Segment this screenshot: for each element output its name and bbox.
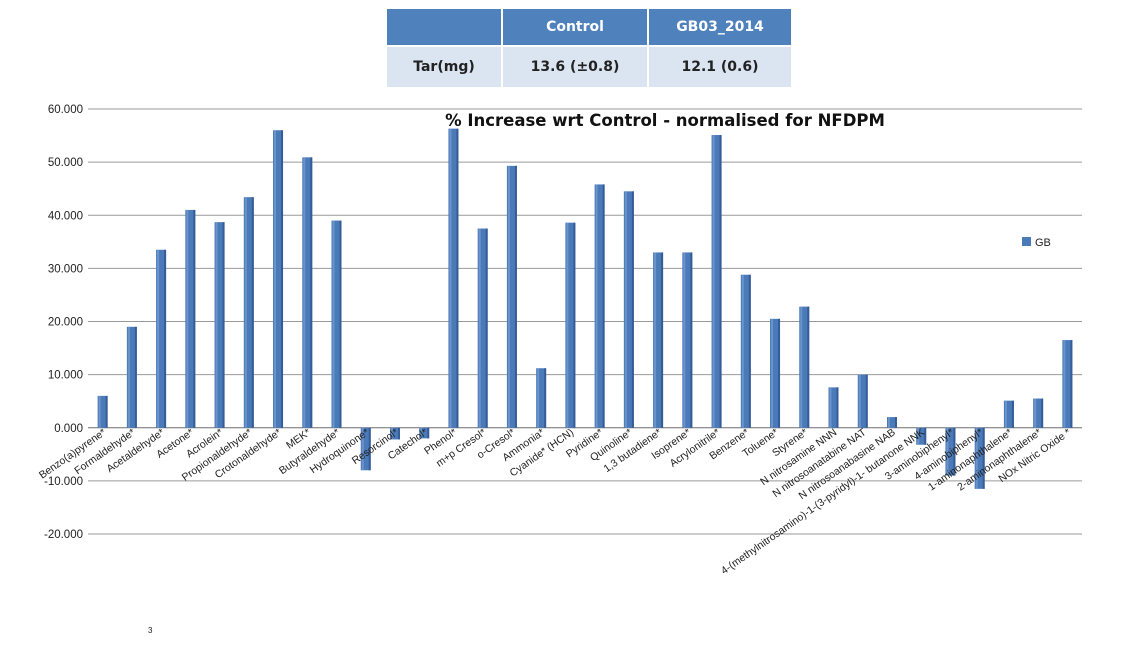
chart-bars (97, 128, 1073, 489)
y-tick-label: 20.000 (48, 317, 83, 329)
bar (682, 252, 693, 428)
bar (623, 191, 634, 428)
bar (156, 249, 167, 428)
summary-row-label: Tar(mg) (387, 46, 503, 87)
y-tick-label: -20.000 (44, 529, 83, 541)
y-tick-label: 0.000 (54, 423, 83, 435)
bar (506, 165, 517, 428)
bar (360, 427, 371, 471)
bar (1003, 400, 1014, 428)
bar (945, 427, 956, 476)
bar (419, 427, 430, 439)
y-tick-label: 60.000 (48, 104, 83, 116)
bar (711, 135, 722, 428)
bar (477, 228, 488, 428)
bar (214, 222, 225, 428)
chart-title: % Increase wrt Control - normalised for … (445, 111, 885, 130)
bar (857, 374, 868, 428)
y-tick-label: -10.000 (44, 476, 83, 488)
y-tick-labels: 60.000 50.000 40.000 30.000 20.000 10.000 0.00… (44, 104, 83, 541)
legend-swatch (1022, 237, 1031, 246)
legend-label: GB (1035, 237, 1051, 249)
bar (97, 395, 108, 428)
bar (1062, 340, 1073, 428)
bar (653, 252, 664, 428)
summary-header-control: Control (502, 9, 649, 47)
summary-header-row: Control GB03_2014 (387, 9, 793, 47)
bar (536, 368, 547, 428)
summary-control-value: 13.6 (±0.8) (502, 46, 649, 87)
y-tick-label: 40.000 (48, 210, 83, 222)
summary-data-row: Tar(mg) 13.6 (±0.8) 12.1 (0.6) (387, 46, 793, 87)
bar (916, 427, 927, 445)
bar (126, 326, 137, 428)
x-tick-labels: Benzo(a)pyrene*Formaldehyde*Acetaldehyde… (37, 426, 1073, 577)
summary-gb03-value: 12.1 (0.6) (648, 46, 793, 87)
y-tick-label: 50.000 (48, 157, 83, 169)
bar (331, 220, 342, 428)
bar (828, 387, 839, 428)
bar (886, 417, 897, 428)
y-tick-label: 30.000 (48, 263, 83, 275)
bar (799, 306, 810, 428)
summary-table: Control GB03_2014 Tar(mg) 13.6 (±0.8) 12… (387, 9, 793, 87)
bar (302, 157, 313, 428)
bar (974, 427, 985, 489)
bar (770, 318, 781, 428)
bar (594, 184, 605, 428)
footnote: 3 (148, 626, 153, 635)
bar (565, 222, 576, 428)
bar (273, 130, 284, 428)
bar (389, 427, 400, 440)
y-tick-label: 10.000 (48, 370, 83, 382)
bar (740, 274, 751, 428)
bar (448, 128, 459, 428)
summary-header-empty (387, 9, 503, 47)
summary-header-gb03: GB03_2014 (648, 9, 793, 47)
bar (243, 197, 254, 428)
chart-legend: GB (1022, 237, 1051, 249)
bar (185, 209, 196, 428)
bar (1033, 398, 1044, 428)
